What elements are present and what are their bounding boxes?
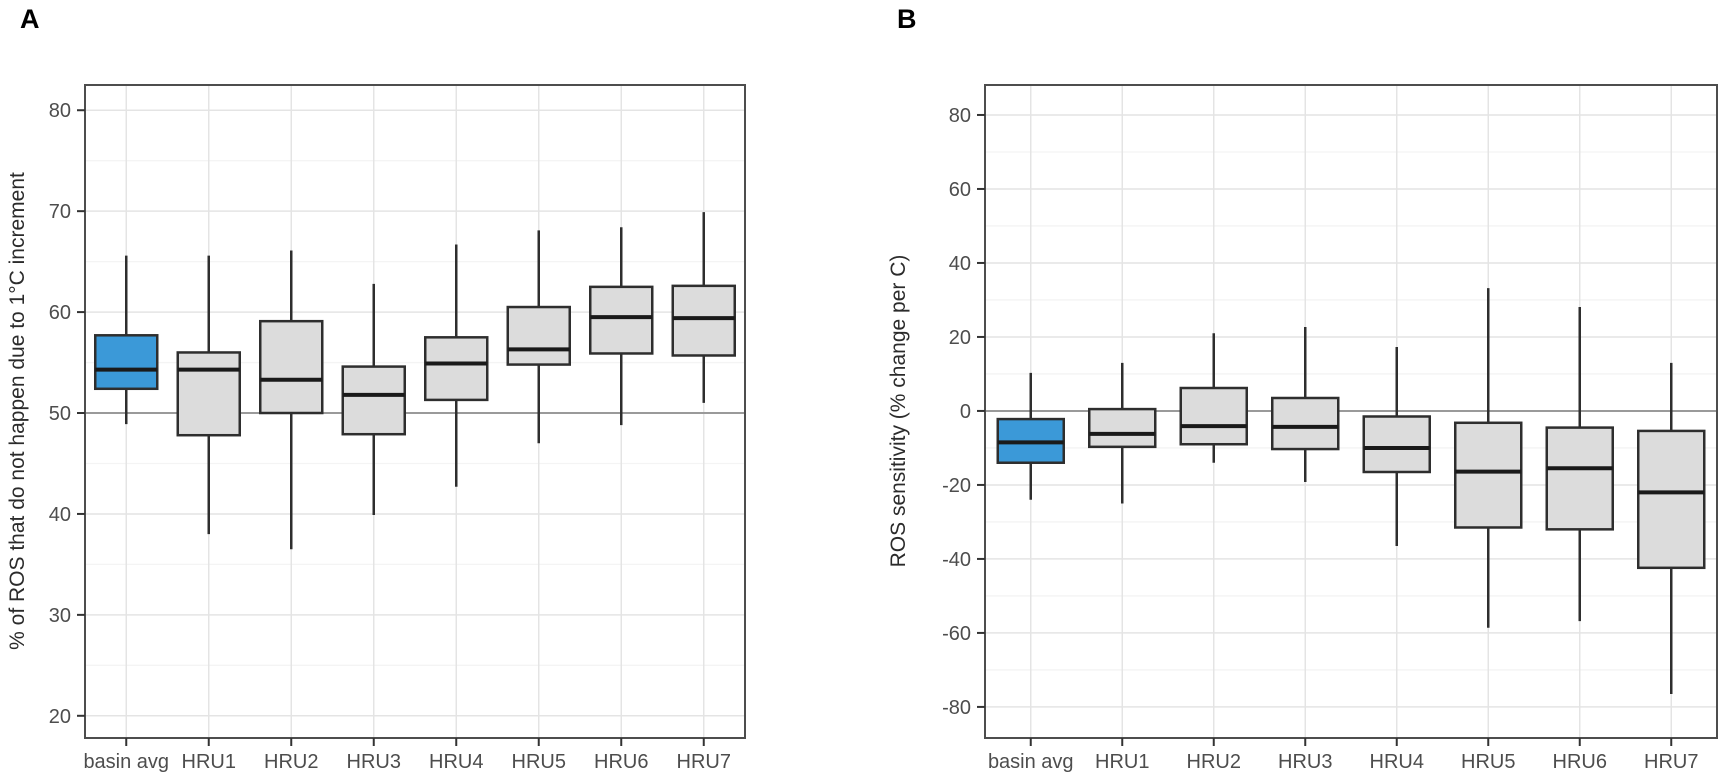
x-tick-label: HRU7 (677, 751, 731, 773)
box-HRU5 (1454, 288, 1523, 628)
box-HRU2 (259, 250, 324, 550)
iqr-box (1179, 386, 1248, 446)
x-tick-label: HRU1 (1095, 751, 1149, 773)
x-tick-label: basin avg (83, 751, 169, 773)
box-HRU1 (1088, 362, 1157, 504)
y-tick-label: -60 (942, 623, 971, 645)
iqr-box (589, 285, 654, 355)
y-tick-label: 60 (49, 302, 71, 324)
x-tick-label: HRU6 (594, 751, 648, 773)
iqr-box (341, 365, 406, 436)
iqr-box (1088, 407, 1157, 449)
x-tick-label: HRU5 (1461, 751, 1515, 773)
iqr-box (94, 334, 159, 391)
iqr-box (1637, 429, 1706, 570)
x-tick-label: HRU6 (1553, 751, 1607, 773)
x-tick-label: HRU4 (1370, 751, 1424, 773)
y-tick-label: 40 (49, 504, 71, 526)
iqr-box (506, 305, 571, 366)
y-tick-label: 50 (49, 403, 71, 425)
box-basin-avg (996, 372, 1065, 500)
box-HRU3 (1271, 326, 1340, 482)
iqr-box (1271, 396, 1340, 451)
y-tick-label: 20 (49, 706, 71, 728)
x-tick-label: HRU4 (429, 751, 483, 773)
x-tick-label: HRU1 (182, 751, 236, 773)
panel-a-boxplot-chart: % of ROS that do not happen due to 1°C i… (6, 84, 746, 773)
x-tick-label: HRU7 (1644, 751, 1698, 773)
x-tick-label: HRU3 (347, 751, 401, 773)
iqr-box (1545, 426, 1614, 531)
panel-b-boxplot-chart: ROS sensitivity (% change per C) -80-60-… (887, 84, 1718, 773)
y-tick-label: 0 (960, 401, 971, 423)
box-HRU3 (341, 283, 406, 515)
x-tick-label: HRU2 (264, 751, 318, 773)
iqr-box (176, 351, 241, 437)
box-HRU7 (671, 212, 736, 403)
y-tick-label: 60 (949, 179, 971, 201)
iqr-box (671, 284, 736, 357)
panel-a-y-axis-title: % of ROS that do not happen due to 1°C i… (6, 172, 29, 650)
box-HRU2 (1179, 333, 1248, 463)
box-HRU6 (589, 227, 654, 426)
box-HRU5 (506, 230, 571, 444)
x-tick-label: HRU2 (1187, 751, 1241, 773)
box-HRU6 (1545, 306, 1614, 622)
panel-b-y-axis-title: ROS sensitivity (% change per C) (887, 255, 910, 568)
panel-b-label: B (897, 4, 917, 34)
y-tick-label: 70 (49, 201, 71, 223)
panel-border (84, 84, 746, 739)
y-tick-label: -80 (942, 697, 971, 719)
iqr-box (424, 336, 489, 402)
y-tick-label: 80 (49, 100, 71, 122)
panel-b-plot-area: -80 -60 -40 -20 0 20 40 60 80 basin avg HRU1 HRU2 HR… (942, 84, 1718, 773)
box-HRU7 (1637, 362, 1706, 694)
box-basin-avg (94, 255, 159, 425)
y-tick-label: 80 (949, 105, 971, 127)
iqr-box (1362, 415, 1431, 474)
y-tick-label: -40 (942, 549, 971, 571)
box-HRU1 (176, 255, 241, 535)
panel-a-plot-area: 20 30 40 50 60 70 80 basin avg HRU1 HRU2 HRU3 HRU4 H… (49, 84, 746, 773)
y-tick-label: 40 (949, 253, 971, 275)
y-tick-label: -20 (942, 475, 971, 497)
y-tick-label: 30 (49, 605, 71, 627)
x-tick-label: HRU3 (1278, 751, 1332, 773)
box-HRU4 (424, 244, 489, 487)
y-tick-label: 20 (949, 327, 971, 349)
panel-a-label: A (20, 4, 40, 34)
x-tick-label: basin avg (988, 751, 1074, 773)
x-tick-label: HRU5 (512, 751, 566, 773)
iqr-box (1454, 421, 1523, 529)
box-HRU4 (1362, 346, 1431, 546)
iqr-box (259, 319, 324, 415)
